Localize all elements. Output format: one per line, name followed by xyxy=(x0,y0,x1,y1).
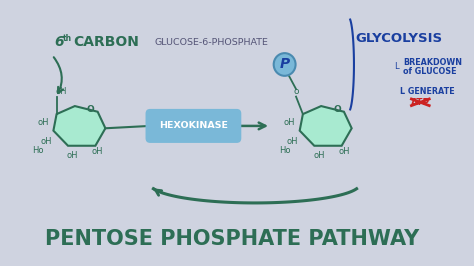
Text: Ho: Ho xyxy=(279,146,291,155)
Text: o: o xyxy=(293,88,299,96)
Text: GLUCOSE-6-PHOSPHATE: GLUCOSE-6-PHOSPHATE xyxy=(155,38,269,47)
Text: CARBON: CARBON xyxy=(73,35,139,49)
Text: O: O xyxy=(333,105,341,114)
Text: oH: oH xyxy=(313,151,325,160)
Text: of GLUCOSE: of GLUCOSE xyxy=(403,67,457,76)
Text: oH: oH xyxy=(287,136,298,146)
Text: O: O xyxy=(87,105,95,114)
Text: ATP: ATP xyxy=(410,98,429,107)
Text: oH: oH xyxy=(283,118,295,127)
Text: oH: oH xyxy=(92,147,103,156)
Circle shape xyxy=(273,53,296,76)
Text: oH: oH xyxy=(55,88,67,96)
Text: 6: 6 xyxy=(55,35,64,49)
Text: oH: oH xyxy=(37,118,49,127)
Text: oH: oH xyxy=(67,151,78,160)
Text: th: th xyxy=(63,34,72,43)
Polygon shape xyxy=(300,106,352,146)
Text: oH: oH xyxy=(338,147,350,156)
Text: oH: oH xyxy=(40,136,52,146)
Text: PENTOSE PHOSPHATE PATHWAY: PENTOSE PHOSPHATE PATHWAY xyxy=(45,229,419,249)
Text: P: P xyxy=(280,57,290,72)
Text: L: L xyxy=(394,62,399,71)
FancyBboxPatch shape xyxy=(146,109,241,143)
Text: Ho: Ho xyxy=(33,146,44,155)
Text: HEXOKINASE: HEXOKINASE xyxy=(159,121,228,130)
Text: BREAKDOWN: BREAKDOWN xyxy=(403,58,462,66)
Polygon shape xyxy=(54,106,105,146)
Text: L GENERATE: L GENERATE xyxy=(400,87,455,96)
Text: GLYCOLYSIS: GLYCOLYSIS xyxy=(355,32,442,45)
